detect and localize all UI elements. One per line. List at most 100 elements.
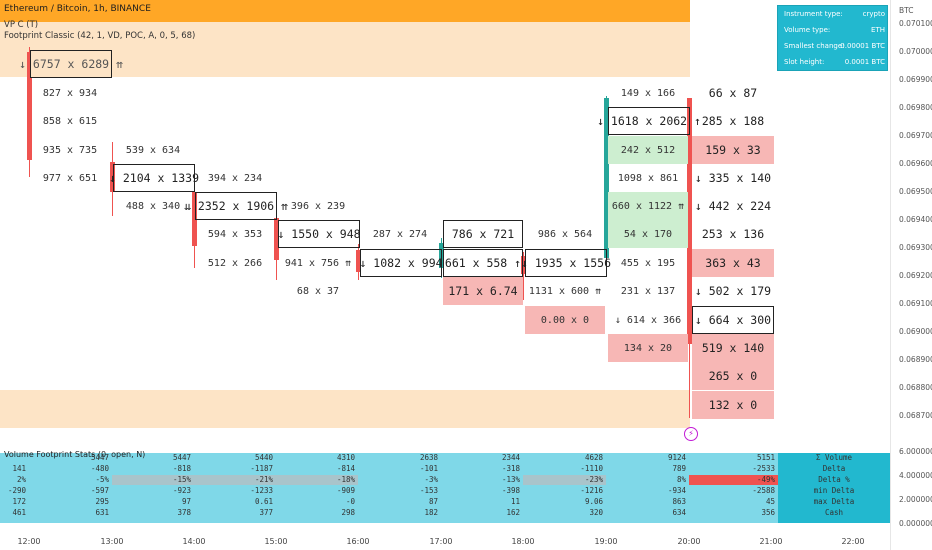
time-label: 22:00	[841, 537, 865, 546]
stats-cell: -1216	[580, 486, 603, 495]
chart-title[interactable]: Ethereum / Bitcoin, 1h, BINANCE	[4, 4, 151, 14]
footprint-cell: 935 x 735	[42, 144, 98, 156]
footprint-cell-poc: ⇊ 2352 x 1906 ⇈	[184, 192, 288, 220]
footprint-cell-poc: ↓ 664 x 300	[692, 306, 774, 334]
stats-cell: -23%	[523, 475, 606, 485]
stats-cell: -1110	[580, 464, 603, 473]
candle-body	[521, 256, 526, 274]
price-label: 0.069500	[899, 187, 932, 196]
footprint-cell: ↓ 442 x 224	[694, 199, 772, 213]
footprint-cell-imbalance: 0.00 x 0	[525, 306, 605, 334]
time-label: 18:00	[511, 537, 535, 546]
stats-cell: -1187	[250, 464, 273, 473]
stats-cell: -318	[501, 464, 520, 473]
stats-cell: -1233	[250, 486, 273, 495]
stats-cell: 4628	[584, 453, 603, 462]
price-label: 0.070000	[899, 47, 932, 56]
stats-label-max-delta: max Delta	[813, 497, 855, 506]
stats-cell: 4310	[336, 453, 355, 462]
stats-cell: 97	[181, 497, 191, 506]
info-key: Slot height:	[784, 58, 825, 66]
lightning-icon[interactable]: ⚡	[684, 427, 698, 441]
footprint-stats-panel[interactable]: Volume Footprint Stats (0, open, N) 141 2…	[0, 450, 890, 523]
price-label: 0.070100	[899, 19, 932, 28]
footprint-cell: 488 x 340	[125, 200, 181, 212]
time-label: 19:00	[594, 537, 618, 546]
stats-cell: -13%	[501, 475, 520, 484]
stats-cell: -290	[7, 486, 26, 495]
footprint-cell-imbalance: 242 x 512	[608, 136, 688, 164]
candle-body	[27, 52, 32, 160]
candle-body	[110, 162, 115, 192]
candle-body	[604, 98, 609, 258]
footprint-cell-poc: ↓ 1550 x 948	[277, 220, 361, 248]
stats-cell: 634	[672, 508, 686, 517]
stats-column: 4310 -814 -18% -909 -0 298	[276, 453, 358, 523]
stats-cell: 5440	[254, 453, 273, 462]
stats-cell: 863	[672, 497, 686, 506]
price-axis[interactable]: BTC 0.070100 0.070000 0.069900 0.069800 …	[890, 0, 932, 550]
indicator-footprint-label[interactable]: Footprint Classic (42, 1, VD, POC, A, 0,…	[4, 31, 196, 41]
panel-axis-label: 6.000000	[899, 447, 932, 456]
panel-axis-label: 4.000000	[899, 471, 932, 480]
stats-cell: -18%	[276, 475, 358, 485]
time-label: 13:00	[100, 537, 124, 546]
stats-cell: 789	[672, 464, 686, 473]
footprint-cell-imbalance: 134 x 20	[608, 334, 688, 362]
footprint-cell: 827 x 934	[42, 87, 98, 99]
info-value: 0.0001 BTC	[844, 58, 885, 66]
footprint-cell: 594 x 353	[207, 228, 263, 240]
header-bar	[0, 0, 690, 22]
stats-cell: -923	[172, 486, 191, 495]
footprint-cell: 941 x 756 ⇈	[284, 257, 352, 269]
footprint-cell-imbalance: 363 x 43	[692, 249, 774, 277]
footprint-cell: 1098 x 861	[617, 172, 679, 184]
footprint-cell: 977 x 651	[42, 172, 98, 184]
stats-cell: 378	[177, 508, 191, 517]
stats-cell: 298	[341, 508, 355, 517]
price-label: 0.069400	[899, 215, 932, 224]
stats-column: 5447 -818 -15% -923 97 378	[112, 453, 194, 523]
stats-cell: 5447	[90, 453, 109, 462]
stats-cell: -597	[90, 486, 109, 495]
footprint-cell: 512 x 266	[207, 257, 263, 269]
footprint-cell: ↓ 335 x 140	[694, 171, 772, 185]
stats-cell: 377	[259, 508, 273, 517]
stats-cell: 2638	[419, 453, 438, 462]
footprint-cell-poc: 661 x 558 ↑	[443, 249, 523, 277]
stats-cell: 356	[761, 508, 775, 517]
stats-table-bg	[0, 453, 778, 523]
stats-column: 141 2% -290 172 461	[0, 453, 29, 523]
indicator-vpc-label[interactable]: VP C (T)	[4, 20, 39, 30]
price-label: 0.068700	[899, 411, 932, 420]
time-label: 21:00	[759, 537, 783, 546]
price-label: 0.068800	[899, 383, 932, 392]
footprint-cell-imbalance: 265 x 0	[692, 362, 774, 390]
stats-cell: -2588	[752, 486, 775, 495]
stats-cell: -398	[501, 486, 520, 495]
stats-cell: -101	[419, 464, 438, 473]
footprint-cell: 986 x 564	[537, 228, 593, 240]
footprint-cell: 1131 x 600 ⇈	[528, 285, 602, 297]
footprint-cell-imbalance: 132 x 0	[692, 391, 774, 419]
footprint-cell: 287 x 274	[372, 228, 428, 240]
stats-cell: 9.06	[584, 497, 603, 506]
stats-cell: 172	[12, 497, 26, 506]
footprint-cell: 858 x 615	[42, 115, 98, 127]
stats-cell: -153	[419, 486, 438, 495]
footprint-cell: 231 x 137	[620, 285, 676, 297]
footprint-cell-imbalance: 660 x 1122 ⇈	[608, 192, 688, 220]
footprint-cell: 394 x 234	[207, 172, 263, 184]
stats-labels-bg	[778, 453, 890, 523]
info-key: Volume type:	[784, 26, 831, 34]
stats-column: 2638 -101 -3% -153 87 182	[358, 453, 441, 523]
price-label: 0.068900	[899, 355, 932, 364]
candle-body	[356, 250, 361, 272]
stats-cell: -814	[336, 464, 355, 473]
price-label: 0.069600	[899, 159, 932, 168]
stats-column: 5447 -480 -5% -597 295 631	[29, 453, 112, 523]
chart-area[interactable]: Ethereum / Bitcoin, 1h, BINANCE VP C (T)…	[0, 0, 890, 450]
stats-panel-title[interactable]: Volume Footprint Stats (0, open, N)	[4, 450, 146, 459]
time-label: 15:00	[264, 537, 288, 546]
upper-value-band	[0, 22, 690, 77]
